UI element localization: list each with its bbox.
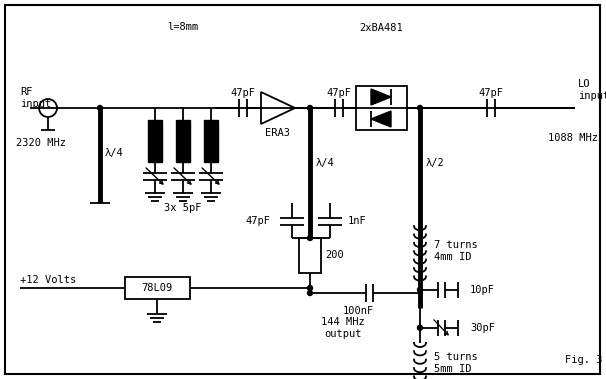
Circle shape (418, 287, 422, 292)
Text: λ/4: λ/4 (316, 158, 335, 168)
Circle shape (307, 290, 313, 296)
Text: ERA3: ERA3 (265, 128, 290, 138)
Text: LO
input: LO input (578, 79, 606, 101)
Text: 30pF: 30pF (470, 323, 495, 333)
Text: 78L09: 78L09 (141, 283, 173, 293)
Bar (176, 120, 190, 162)
Text: 3x 5pF: 3x 5pF (164, 203, 202, 213)
Text: 1nF: 1nF (348, 216, 367, 226)
Text: RF
input: RF input (20, 87, 52, 109)
Bar (299, 238, 321, 273)
Text: 47pF: 47pF (327, 88, 351, 98)
Circle shape (307, 235, 313, 241)
Text: +12 Volts: +12 Volts (20, 275, 76, 285)
Circle shape (98, 105, 102, 111)
Circle shape (307, 285, 313, 290)
Text: 2xBA481: 2xBA481 (359, 23, 403, 33)
Bar (125, 277, 190, 299)
Text: 200: 200 (325, 250, 344, 260)
Text: λ/4: λ/4 (105, 148, 124, 158)
Bar (356, 86, 407, 130)
Text: 7 turns
4mm ID: 7 turns 4mm ID (434, 240, 478, 262)
Circle shape (307, 105, 313, 111)
Bar (148, 120, 162, 162)
Circle shape (418, 105, 422, 111)
Circle shape (418, 325, 422, 330)
Text: Fig. 3: Fig. 3 (565, 355, 602, 365)
Polygon shape (371, 89, 391, 105)
Bar (204, 120, 218, 162)
Text: 47pF: 47pF (479, 88, 504, 98)
Text: 1088 MHz: 1088 MHz (548, 133, 598, 143)
Text: 47pF: 47pF (230, 88, 256, 98)
Text: l=8mm: l=8mm (167, 22, 199, 32)
Text: 10pF: 10pF (470, 285, 495, 295)
Text: λ/2: λ/2 (426, 158, 445, 168)
Text: 144 MHz
output: 144 MHz output (321, 317, 365, 339)
Text: 47pF: 47pF (245, 216, 270, 226)
Text: 2320 MHz: 2320 MHz (16, 138, 66, 148)
Text: 100nF: 100nF (342, 306, 374, 316)
Polygon shape (371, 111, 391, 127)
Text: 5 turns
5mm ID: 5 turns 5mm ID (434, 352, 478, 374)
